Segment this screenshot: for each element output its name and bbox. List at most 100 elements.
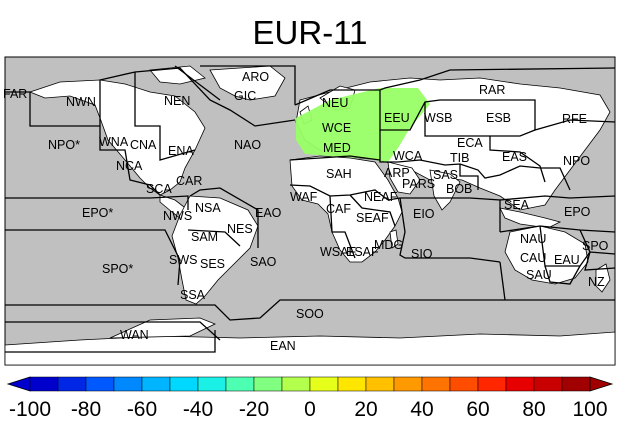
colorbar-tick-label: -20 — [239, 398, 269, 421]
south-america-land — [171, 195, 259, 305]
region-label: SPO* — [102, 262, 133, 276]
colorbar-bin — [57, 376, 87, 392]
arabia-land — [387, 161, 421, 195]
region-label: EAN — [270, 339, 296, 353]
colorbar-bin — [225, 376, 255, 392]
colorbar — [6, 376, 614, 392]
colorbar-tick-label: 60 — [466, 398, 489, 421]
region-label: EPO — [564, 205, 591, 219]
colorbar-bin — [393, 376, 423, 392]
region-label: NSA — [195, 201, 221, 215]
region-label: RFE — [562, 112, 587, 126]
region-label: SIO — [411, 247, 433, 261]
africa-land — [289, 155, 403, 263]
colorbar-bin — [309, 376, 339, 392]
region-label: ESB — [486, 111, 511, 125]
region-label: SAH — [326, 167, 352, 181]
region-label: ENA — [168, 144, 194, 158]
region-label: MED — [323, 141, 351, 155]
colorbar-tick-label: -80 — [71, 398, 101, 421]
region-label: GIC — [234, 89, 256, 103]
region-label: MDG — [374, 238, 403, 252]
colorbar-bin — [253, 376, 283, 392]
region-label: NPO — [563, 154, 590, 168]
region-label: SEA — [504, 198, 530, 212]
region-label: NWS — [163, 209, 192, 223]
colorbar-bin — [29, 376, 59, 392]
region-label: CAR — [176, 174, 202, 188]
colorbar-bin — [85, 376, 115, 392]
region-label: SWS — [169, 253, 197, 267]
region-label: EAU — [554, 253, 580, 267]
region-label: SES — [200, 257, 225, 271]
region-label: ARO — [242, 70, 269, 84]
madagascar-land — [389, 229, 399, 249]
antarctic-peninsula — [109, 317, 216, 339]
region-label: NES — [227, 222, 253, 236]
indonesia-land — [499, 207, 562, 229]
colorbar-tick-label: 0 — [304, 398, 316, 421]
region-label: SOO — [296, 307, 324, 321]
colorbar-left-arrow — [6, 376, 31, 392]
region-label: NWN — [66, 95, 96, 109]
colorbar-bin — [505, 376, 535, 392]
india-land — [429, 169, 461, 211]
region-label: TIB — [450, 151, 469, 165]
colorbar-bin — [337, 376, 367, 392]
colorbar-bin — [113, 376, 143, 392]
region-label: SEAF — [356, 211, 389, 225]
region-label: CNA — [130, 138, 157, 152]
region-label: SPO — [582, 239, 609, 253]
region-label: NAU — [520, 232, 546, 246]
colorbar-bin — [449, 376, 479, 392]
colorbar-bin — [281, 376, 311, 392]
region-label: EEU — [384, 111, 410, 125]
region-label: WSAF — [320, 245, 356, 259]
colorbar-tick-label: 100 — [572, 398, 607, 421]
australia-land — [504, 225, 589, 285]
colorbar-tick-label: -40 — [183, 398, 213, 421]
region-label: SAM — [191, 230, 218, 244]
region-label: EAO — [255, 206, 282, 220]
colorbar-right-arrow — [589, 376, 614, 392]
region-label: PARS — [402, 177, 435, 191]
region-label: FAR — [3, 87, 27, 101]
colorbar-bin — [169, 376, 199, 392]
colorbar-bin — [365, 376, 395, 392]
region-boundaries — [5, 65, 616, 353]
region-label: WCA — [393, 149, 423, 163]
colorbar-bin — [141, 376, 171, 392]
region-label: BOB — [446, 182, 472, 196]
colorbar-tick-label: -100 — [9, 398, 51, 421]
colorbar-ticks: -100 -80 -60 -40 -20 0 20 40 60 80 100 — [9, 398, 608, 421]
region-label: EAS — [502, 150, 527, 164]
north-america-land — [28, 79, 206, 196]
region-label: ARP — [384, 166, 410, 180]
region-label: NCA — [116, 159, 143, 173]
colorbar-bin — [533, 376, 563, 392]
region-label: EIO — [413, 207, 435, 221]
region-label: SAU — [526, 268, 552, 282]
region-label: WCE — [322, 121, 351, 135]
region-label: SAO — [250, 255, 277, 269]
region-label: SAS — [433, 168, 458, 182]
region-label: NAO — [234, 138, 261, 152]
region-label: NZ — [588, 275, 605, 289]
region-label: NPO* — [48, 138, 80, 152]
colorbar-tick-label: 20 — [354, 398, 377, 421]
region-label: CAF — [326, 202, 351, 216]
region-label: NEU — [322, 96, 348, 110]
region-label: WSB — [424, 111, 452, 125]
colorbar-bin — [477, 376, 507, 392]
colorbar-bin — [421, 376, 451, 392]
eur11-domain — [296, 88, 430, 162]
region-label: RAR — [479, 83, 505, 97]
region-label: WNA — [99, 135, 129, 149]
region-label: WAF — [290, 190, 318, 204]
region-label: ECA — [457, 136, 483, 150]
region-label: SSA — [180, 288, 206, 302]
new-zealand-land — [595, 263, 611, 293]
region-label: WAN — [120, 328, 149, 342]
colorbar-tick-label: -60 — [127, 398, 157, 421]
land-masses — [4, 65, 616, 366]
